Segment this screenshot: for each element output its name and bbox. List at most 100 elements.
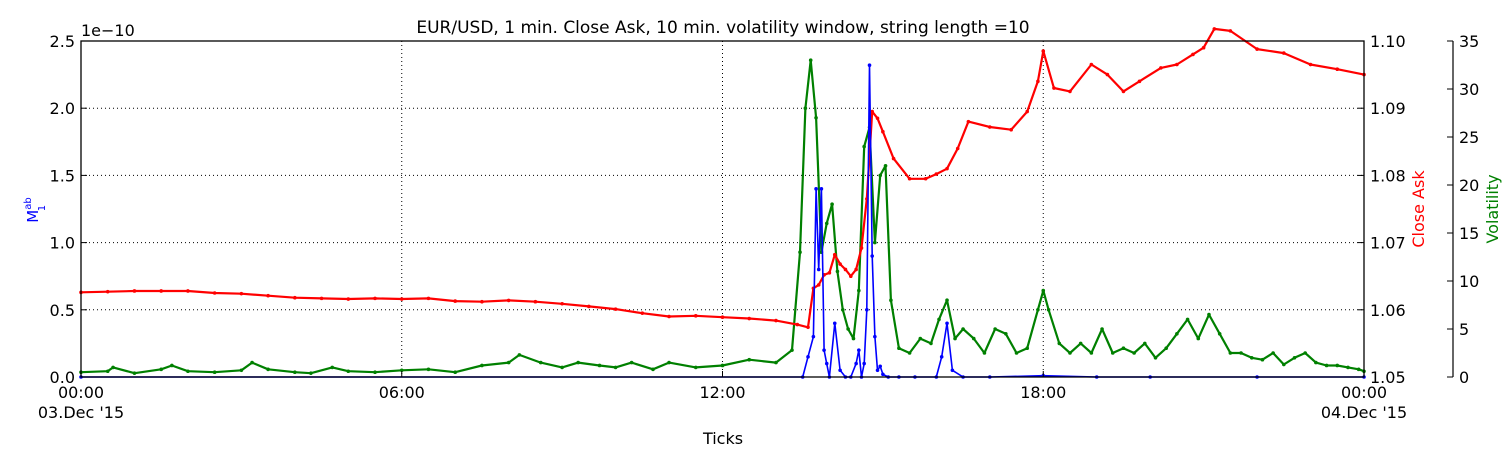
m-ab-series-markers xyxy=(79,63,1366,379)
close-ask-series-point xyxy=(1025,109,1030,114)
close-ask-tick-label: 1.05 xyxy=(1370,368,1406,387)
close-ask-series-point xyxy=(1068,89,1072,94)
volatility-series xyxy=(80,59,1365,375)
volatility-series-point xyxy=(747,357,752,362)
x-date-label: 04.Dec '15 xyxy=(1321,403,1407,422)
close-ask-series-point xyxy=(806,325,810,330)
m-ab-series-point xyxy=(814,187,818,191)
left-tick-label: 1.5 xyxy=(50,166,75,185)
volatility-series-point xyxy=(480,363,484,368)
left-tick-label: 0.5 xyxy=(50,301,75,320)
volatility-series-point xyxy=(846,327,850,331)
volatility-series-point xyxy=(1164,346,1169,351)
x-axis-label: Ticks xyxy=(702,429,743,448)
volatility-series-point xyxy=(1292,356,1297,360)
volatility-series-point xyxy=(629,360,634,365)
close-ask-series-point xyxy=(1009,127,1013,132)
left-tick-label: 1.0 xyxy=(50,234,75,253)
volatility-series-point xyxy=(293,370,297,375)
close-ask-tick-label: 1.10 xyxy=(1370,32,1406,51)
volatility-tick-label: 0 xyxy=(1459,368,1469,387)
volatility-series-point xyxy=(929,341,933,346)
volatility-series-point xyxy=(105,369,110,374)
close-ask-series-point xyxy=(870,109,874,114)
volatility-series-point xyxy=(1260,357,1265,362)
close-ask-series-point xyxy=(186,289,190,293)
close-ask-series-point xyxy=(1282,51,1286,55)
volatility-series-point xyxy=(1132,351,1136,355)
close-ask-series-point xyxy=(640,311,645,315)
m-ab-series-point xyxy=(950,368,955,373)
close-ask-tick-label: 1.06 xyxy=(1370,301,1406,320)
volatility-series-point xyxy=(835,269,840,274)
volatility-series-point xyxy=(111,365,115,370)
close-ask-series-point xyxy=(480,299,484,304)
close-ask-series-point xyxy=(987,125,992,129)
volatility-series-point xyxy=(1014,351,1019,355)
m-ab-series-point xyxy=(865,308,869,312)
volatility-series-point xyxy=(1356,367,1361,372)
volatility-series-point xyxy=(1057,341,1062,346)
volatility-series-point xyxy=(918,336,923,341)
volatility-series-point xyxy=(346,369,351,374)
x-tick-label: 18:00 xyxy=(1020,383,1066,402)
volatility-series-point xyxy=(159,367,163,372)
left-axis-multiplier: 1e−10 xyxy=(81,21,135,40)
series-layer xyxy=(79,27,1366,379)
close-ask-series-point xyxy=(795,322,800,327)
close-ask-series-point xyxy=(1212,27,1217,31)
volatility-series-point xyxy=(132,371,137,375)
volatility-series-point xyxy=(1196,336,1201,341)
volatility-series-point xyxy=(982,351,987,355)
volatility-series-point xyxy=(1004,332,1008,336)
close-ask-series-point xyxy=(587,304,591,309)
close-ask-series-point xyxy=(843,267,848,272)
close-ask-series-point xyxy=(346,297,351,301)
volatility-series-point xyxy=(830,202,834,206)
volatility-series-point xyxy=(1046,308,1051,312)
m-ab-series-point xyxy=(875,368,880,373)
volatility-series-point xyxy=(862,144,866,149)
volatility-series-point xyxy=(840,308,845,312)
m-ab-series-point xyxy=(873,334,877,339)
close-ask-series-point xyxy=(774,318,778,323)
close-ask-axis-ticks: 1.05 1.06 1.07 1.08 1.09 1.10 xyxy=(1358,32,1406,387)
x-tick-label: 12:00 xyxy=(699,383,745,402)
volatility-series-point xyxy=(824,221,829,226)
m-ab-series-point xyxy=(819,187,824,191)
close-ask-series-point xyxy=(827,271,832,275)
volatility-series-point xyxy=(538,360,543,365)
volatility-series-point xyxy=(1271,351,1275,355)
volatility-series-point xyxy=(506,360,511,365)
volatility-series-point xyxy=(1314,360,1318,365)
volatility-series-point xyxy=(873,240,877,245)
close-ask-series-point xyxy=(1105,72,1110,77)
close-ask-series-point xyxy=(838,262,842,266)
volatility-tick-label: 20 xyxy=(1459,176,1479,195)
volatility-series-point xyxy=(651,367,655,372)
close-ask-tick-label: 1.09 xyxy=(1370,99,1406,118)
close-ask-series-point xyxy=(693,314,698,318)
close-ask-series-point xyxy=(613,307,618,311)
volatility-series-point xyxy=(1239,351,1243,355)
volatility-series-point xyxy=(1089,351,1094,355)
volatility-series-point xyxy=(239,368,244,373)
m-ab-series-point xyxy=(824,361,829,366)
volatility-series-point xyxy=(1324,363,1329,368)
close-ask-series-point xyxy=(266,293,270,298)
close-ask-tick-label: 1.07 xyxy=(1370,234,1406,253)
close-ask-series-point xyxy=(399,297,404,301)
close-ask-series-point xyxy=(373,296,377,301)
volatility-series-point xyxy=(1121,346,1126,351)
close-ask-series-point xyxy=(1159,66,1163,70)
left-axis-label-sub: 1 xyxy=(37,205,48,211)
volatility-series-markers xyxy=(79,58,1366,375)
volatility-series-point xyxy=(1217,332,1222,336)
m-ab-series-point xyxy=(854,361,858,366)
volatility-tick-label: 30 xyxy=(1459,80,1479,99)
volatility-series-point xyxy=(878,173,883,178)
m-ab-series-point xyxy=(867,63,872,67)
close-ask-series-point xyxy=(1052,86,1056,90)
close-ask-series-point xyxy=(239,291,244,296)
